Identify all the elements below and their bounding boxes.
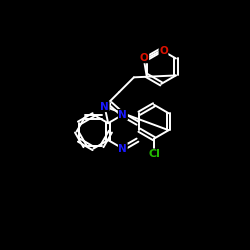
Text: N: N	[118, 144, 127, 154]
Text: O: O	[140, 53, 149, 63]
Text: O: O	[159, 46, 168, 56]
Text: N: N	[118, 110, 127, 120]
Text: N: N	[100, 102, 109, 112]
Text: N: N	[118, 110, 127, 120]
Text: Cl: Cl	[148, 149, 160, 159]
